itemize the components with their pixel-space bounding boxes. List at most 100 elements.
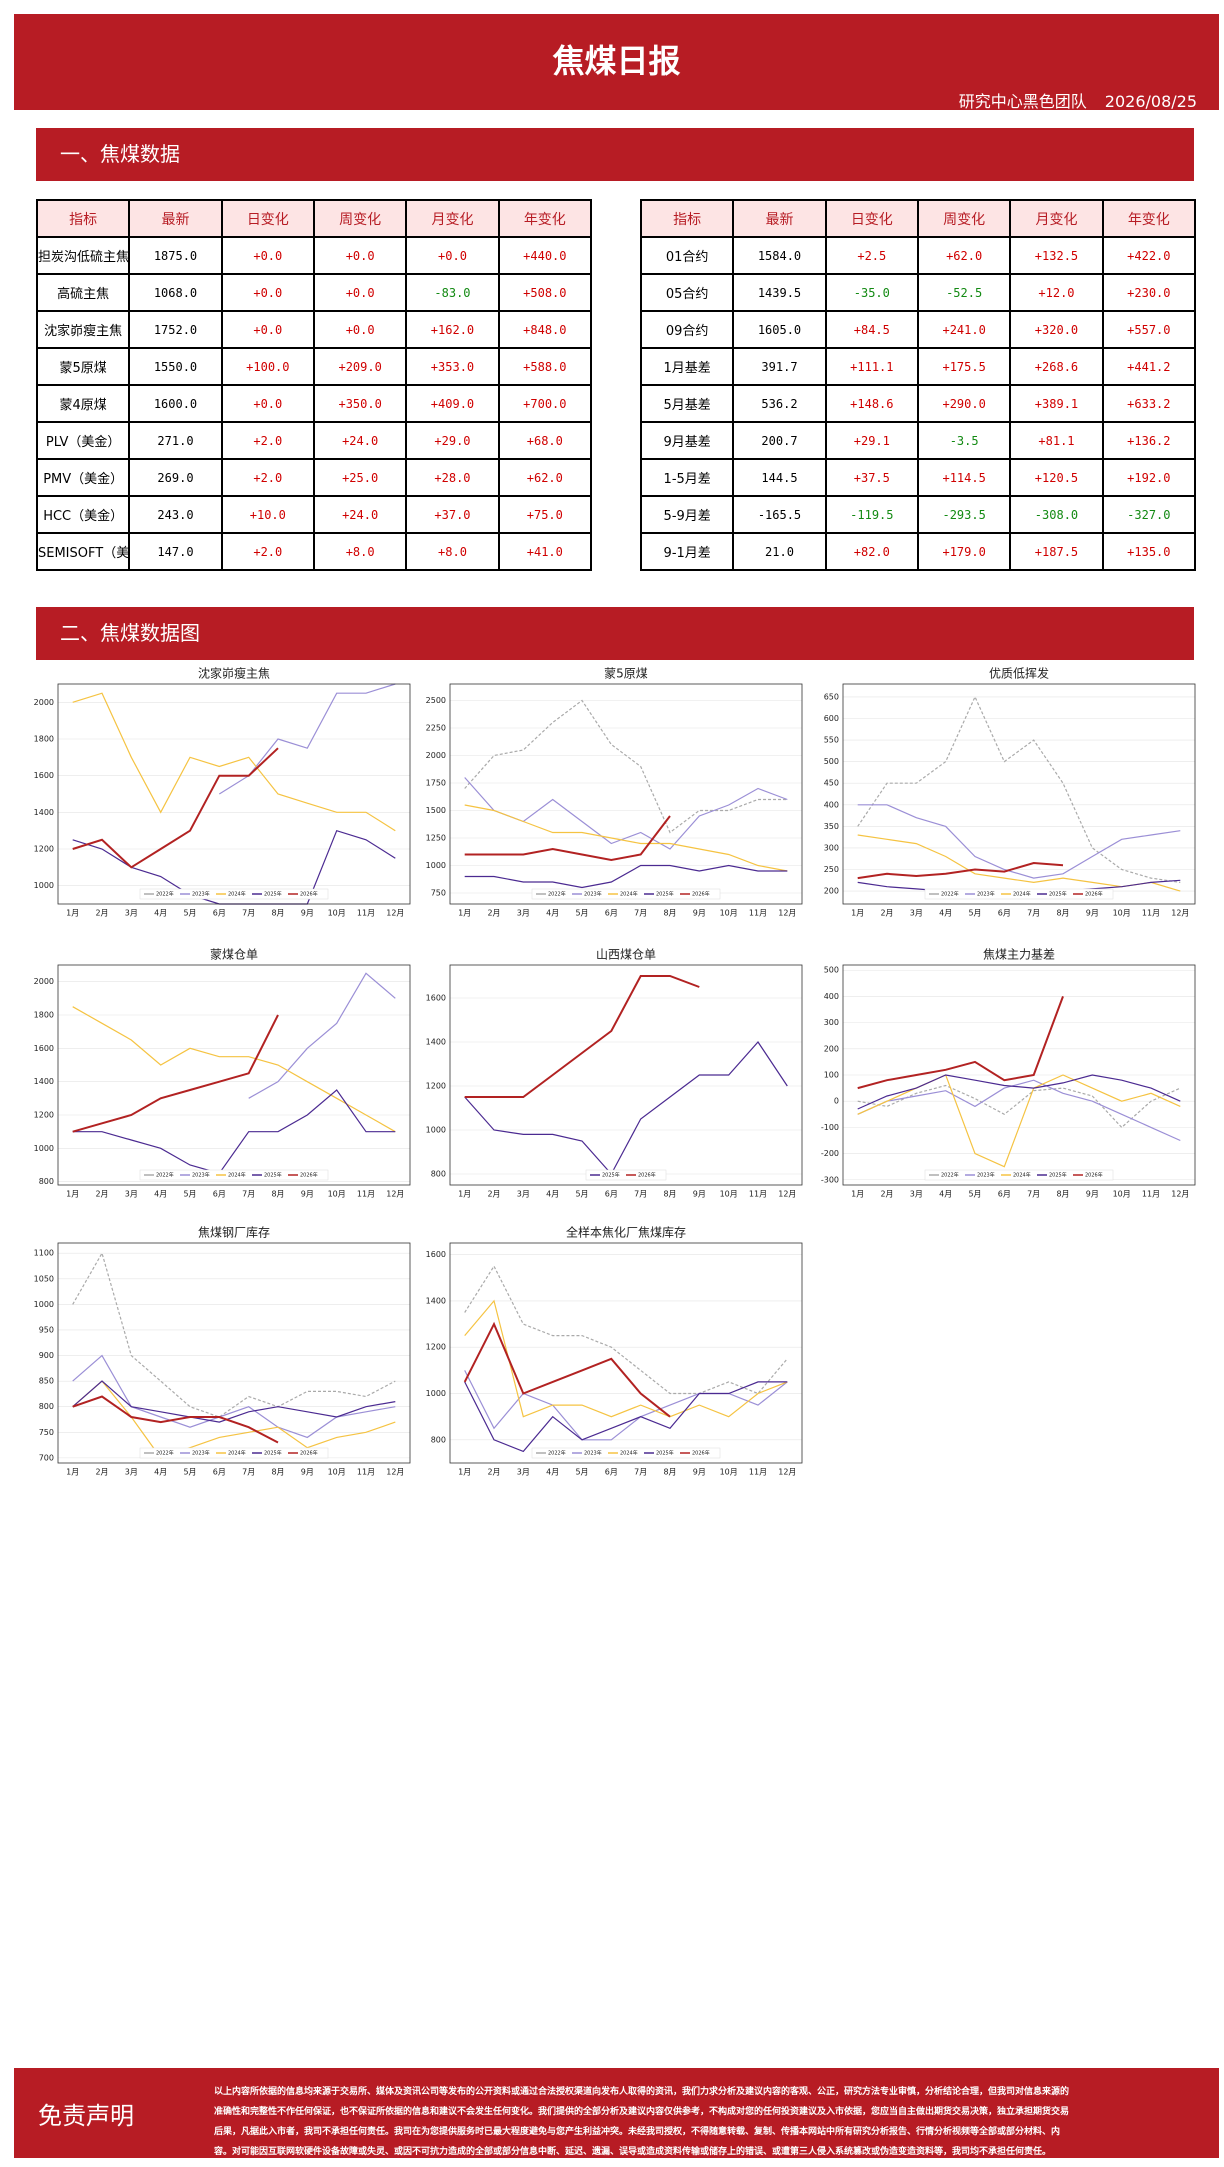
row: SEMISOFT（美金）147.0+2.0+8.0+8.0+41.0 [35,532,593,571]
x-tick-label: 5月 [575,1190,588,1199]
cell: +29.0 [405,421,500,460]
y-tick-label: 2000 [426,751,446,760]
x-tick-label: 8月 [663,909,676,918]
plot-frame [449,1242,803,1464]
y-tick-label: 1750 [426,779,446,788]
series-line [72,1014,279,1133]
y-tick-label: 600 [824,714,839,723]
row-label: 01合约 [639,236,735,275]
cell: +230.0 [1101,273,1197,312]
cell: 269.0 [128,458,223,497]
series-line [463,1321,671,1418]
row: 高硫主焦 1068.0 +0.0 +0.0 -83.0 +508.0 [35,273,593,312]
legend-label: 2022年 [548,891,566,898]
legend-label: 2026年 [1085,891,1103,898]
row: 9-1月差 21.0 +82.0 +179.0 +187.5 +135.0 [639,532,1197,571]
y-tick-label: 1600 [426,1250,446,1259]
x-tick-label: 1月 [66,1468,79,1477]
x-tick-label: 5月 [183,909,196,918]
cell: +68.0 [497,421,593,460]
cell: +28.0 [405,458,500,497]
cell: 1752.0 [128,310,223,349]
cell: +0.0 [312,310,408,349]
x-tick-label: 12月 [778,1190,796,1199]
x-tick-label: 8月 [1056,1190,1069,1199]
x-tick-label: 6月 [213,909,226,918]
x-tick-label: 12月 [1171,1190,1189,1199]
x-tick-label: 9月 [1086,1190,1099,1199]
x-tick-label: 3月 [125,909,138,918]
x-tick-label: 2月 [487,1468,500,1477]
series-line [857,1084,1181,1129]
y-tick-label: 1500 [426,806,446,815]
series-line [857,1079,1181,1142]
cell: +700.0 [497,384,593,423]
y-tick-label: 1050 [34,1274,54,1283]
y-tick-label: 2000 [34,977,54,986]
series-line [72,1354,396,1439]
y-tick-label: 1250 [426,834,446,843]
cell: +290.0 [916,384,1012,423]
y-tick-label: 1000 [426,1126,446,1135]
cell: -3.5 [916,421,1012,460]
y-tick-label: 700 [39,1453,54,1462]
row-label: 蒙4原煤 [35,384,131,423]
chart-title: 蒙煤仓单 [210,948,258,962]
series-line [248,972,396,1099]
y-tick-label: -100 [821,1123,839,1132]
cell: +0.0 [220,273,315,312]
series-line [857,1074,1181,1168]
x-tick-label: 1月 [458,909,471,918]
plot-frame [57,964,411,1186]
x-tick-label: 6月 [605,1190,618,1199]
row-label: 1-5月差 [639,458,735,497]
x-tick-label: 11月 [749,909,767,918]
row-label: PMV（美金） [35,458,131,497]
cell: +588.0 [497,347,593,386]
legend-label: 2023年 [977,1172,995,1179]
x-tick-label: 11月 [357,1190,375,1199]
legend-label: 2026年 [1085,1172,1103,1179]
x-tick-label: 8月 [1056,909,1069,918]
legend-label: 2022年 [156,891,174,898]
series-line [857,804,1181,879]
series-line [857,861,1064,880]
row-label: 9月基差 [639,421,735,460]
x-tick-label: 5月 [183,1190,196,1199]
x-tick-label: 10月 [1113,1190,1131,1199]
legend-label: 2025年 [264,1172,282,1179]
cell: +132.5 [1009,236,1104,275]
y-tick-label: 800 [39,1402,54,1411]
column-header: 月变化 [1009,199,1104,238]
y-tick-label: 100 [824,1071,839,1080]
cell: +187.5 [1009,532,1104,571]
header-row: 指标 最新 日变化 周变化 月变化 年变化 [639,199,1197,238]
row-label: SEMISOFT（美金） [35,532,131,571]
cell: +41.0 [497,532,593,571]
cell: +508.0 [497,273,593,312]
cell: +268.6 [1009,347,1104,386]
x-tick-label: 8月 [663,1190,676,1199]
plot-frame [842,683,1196,905]
x-tick-label: 6月 [213,1468,226,1477]
x-tick-label: 9月 [301,1190,314,1199]
series-line [72,1089,396,1174]
y-tick-label: 800 [431,1170,446,1179]
cell: +422.0 [1101,236,1197,275]
x-tick-label: 9月 [301,1468,314,1477]
column-header: 指标 [35,199,131,238]
x-tick-label: 1月 [458,1190,471,1199]
cell: +353.0 [405,347,500,386]
row: 沈家峁瘦主焦 1752.0 +0.0 +0.0 +162.0 +848.0 [35,310,593,349]
x-tick-label: 10月 [328,1190,346,1199]
chart-title: 山西煤仓单 [596,948,656,962]
cell: +350.0 [312,384,408,423]
cell: 144.5 [732,458,827,497]
legend-label: 2024年 [228,1172,246,1179]
row-label: HCC（美金） [35,495,131,534]
legend-box [531,888,721,900]
legend-label: 2024年 [228,1450,246,1457]
x-tick-label: 8月 [663,1468,676,1477]
row: 05合约 1439.5 -35.0 -52.5 +12.0 +230.0 [639,273,1197,312]
